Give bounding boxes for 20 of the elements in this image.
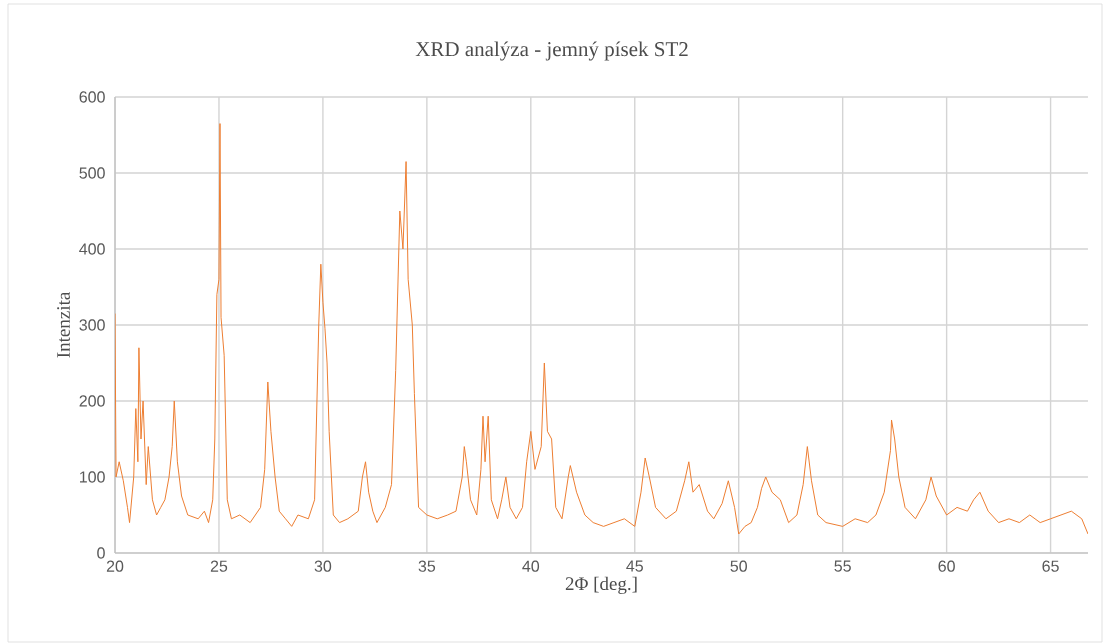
x-tick-label: 65 bbox=[1042, 560, 1059, 572]
x-tick-label: 30 bbox=[314, 560, 332, 572]
y-tick-label: 0 bbox=[97, 547, 105, 559]
y-tick-label: 300 bbox=[79, 319, 105, 331]
y-tick-label: 200 bbox=[79, 395, 105, 407]
y-tick-label: 400 bbox=[79, 243, 105, 255]
y-axis-title: Intenzita bbox=[57, 292, 70, 358]
x-tick-label: 45 bbox=[626, 560, 643, 572]
x-tick-label: 35 bbox=[418, 560, 436, 572]
chart-title: XRD analýza - jemný písek ST2 bbox=[415, 41, 688, 61]
x-tick-label: 20 bbox=[106, 560, 124, 572]
x-tick-label: 40 bbox=[522, 560, 540, 572]
x-tick-label: 50 bbox=[730, 560, 747, 572]
x-axis-title: 2Φ [deg.] bbox=[565, 576, 637, 594]
x-tick-label: 25 bbox=[210, 560, 228, 572]
y-tick-label: 600 bbox=[79, 91, 105, 103]
x-tick-label: 60 bbox=[938, 560, 955, 572]
x-tick-label: 55 bbox=[834, 560, 851, 572]
y-tick-label: 500 bbox=[79, 167, 105, 179]
y-tick-label: 100 bbox=[80, 471, 105, 483]
